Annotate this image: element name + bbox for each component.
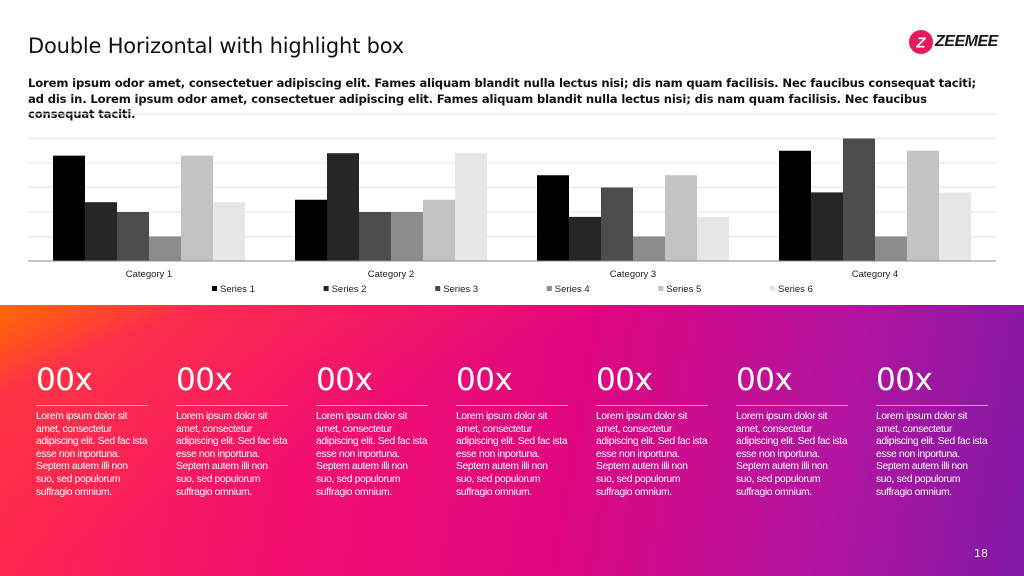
bar-3-5 xyxy=(665,175,697,261)
page-number: 18 xyxy=(974,547,988,560)
slide-title: Double Horizontal with highlight box xyxy=(28,34,404,58)
bar-1-6 xyxy=(213,202,245,261)
category-label: Category 4 xyxy=(852,269,898,280)
stat-card: 00x Lorem ipsum dolor sit amet, consectet… xyxy=(456,355,568,499)
category-label: Category 3 xyxy=(610,269,656,280)
legend-entry: Series 4 xyxy=(555,284,590,295)
bar-2-6 xyxy=(455,153,487,261)
bar-3-4 xyxy=(633,236,665,261)
bar-4-6 xyxy=(939,192,971,261)
legend-swatch xyxy=(435,286,441,291)
bar-1-2 xyxy=(85,202,117,261)
bar-4-3 xyxy=(843,138,875,261)
stat-value: 00x xyxy=(316,362,373,398)
bar-3-1 xyxy=(537,175,569,261)
stat-description: Lorem ipsum dolor sit amet, consectetur … xyxy=(736,411,848,498)
bar-1-1 xyxy=(53,155,85,261)
bar-2-1 xyxy=(295,199,327,261)
stat-description: Lorem ipsum dolor sit amet, consectetur … xyxy=(876,411,988,498)
bar-4-5 xyxy=(907,150,939,261)
stat-value: 00x xyxy=(176,362,233,398)
stat-value: 00x xyxy=(736,362,793,398)
stat-value: 00x xyxy=(596,362,653,398)
logo-wordmark: ZEEMEE xyxy=(935,33,998,50)
bar-1-3 xyxy=(117,212,149,261)
stat-value: 00x xyxy=(456,362,513,398)
highlight-box: 18 00x Lorem ipsum dolor sit amet, consec… xyxy=(0,305,1024,576)
stat-divider xyxy=(316,405,428,406)
stat-divider xyxy=(736,405,848,406)
stat-card: 00x Lorem ipsum dolor sit amet, consectet… xyxy=(736,355,848,499)
legend-entry: Series 6 xyxy=(778,284,813,295)
bar-4-2 xyxy=(811,192,843,261)
stat-description: Lorem ipsum dolor sit amet, consectetur … xyxy=(36,411,148,498)
legend-swatch xyxy=(323,286,329,291)
legend-swatch xyxy=(546,286,552,291)
legend-swatch xyxy=(212,286,217,291)
bar-1-5 xyxy=(181,155,213,261)
bar-3-2 xyxy=(569,216,601,261)
legend-entry: Series 3 xyxy=(443,284,478,295)
bar-chart: Category 1 Category 2 Category 3 Category 4… xyxy=(28,113,996,295)
stat-divider xyxy=(596,405,708,406)
stat-card: 00x Lorem ipsum dolor sit amet, consectet… xyxy=(596,355,708,499)
bar-1-4 xyxy=(149,236,181,261)
stat-card: 00x Lorem ipsum dolor sit amet, consectet… xyxy=(176,355,288,499)
legend-swatch xyxy=(770,286,775,291)
stat-description: Lorem ipsum dolor sit amet, consectetur … xyxy=(456,411,568,498)
stat-card: 00x Lorem ipsum dolor sit amet, consectet… xyxy=(36,355,148,499)
zeemee-logo-icon: Z xyxy=(909,30,933,54)
legend-entry: Series 5 xyxy=(666,284,701,295)
stat-divider xyxy=(456,405,568,406)
bar-2-2 xyxy=(327,153,359,261)
stat-value: 00x xyxy=(876,362,933,398)
stat-description: Lorem ipsum dolor sit amet, consectetur … xyxy=(316,411,428,498)
stat-card: 00x Lorem ipsum dolor sit amet, consectet… xyxy=(876,355,988,499)
stat-divider xyxy=(176,405,288,406)
bar-2-4 xyxy=(391,212,423,261)
brand-logo: Z ZEEMEE xyxy=(908,29,998,55)
bar-2-5 xyxy=(423,199,455,261)
stat-value: 00x xyxy=(36,362,93,398)
category-label: Category 1 xyxy=(126,269,172,280)
bar-4-1 xyxy=(779,150,811,261)
bar-2-3 xyxy=(359,212,391,261)
legend-entry: Series 1 xyxy=(220,284,255,295)
stat-description: Lorem ipsum dolor sit amet, consectetur … xyxy=(596,411,708,498)
legend-entry: Series 2 xyxy=(332,284,367,295)
bar-4-4 xyxy=(875,236,907,261)
category-label: Category 2 xyxy=(368,269,414,280)
bar-3-3 xyxy=(601,187,633,261)
bar-3-6 xyxy=(697,216,729,261)
stat-description: Lorem ipsum dolor sit amet, consectetur … xyxy=(176,411,288,498)
legend-swatch xyxy=(658,286,664,291)
logo-mark-letter: Z xyxy=(915,35,926,52)
stat-divider xyxy=(876,405,988,406)
stat-divider xyxy=(36,405,148,406)
stat-card: 00x Lorem ipsum dolor sit amet, consectet… xyxy=(316,355,428,499)
